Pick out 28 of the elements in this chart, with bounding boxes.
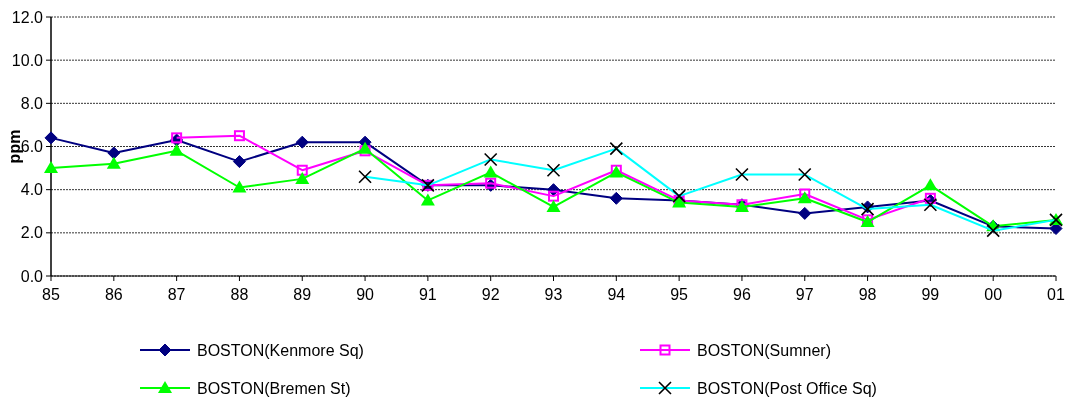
x-tick-label: 86 (104, 286, 123, 303)
x-tick-label: 96 (733, 286, 751, 303)
x-tick-label: 89 (293, 286, 312, 303)
y-tick-label: 4.0 (20, 181, 44, 199)
y-tick-label: 8.0 (20, 94, 44, 112)
legend-label: BOSTON(Kenmore Sq) (197, 341, 364, 359)
x-tick-label: 97 (795, 286, 814, 303)
y-tick-label: 12.0 (11, 8, 44, 26)
legend-label: BOSTON(Sumner) (697, 341, 831, 359)
y-axis-title: ppm (6, 129, 23, 164)
x-tick-label: 01 (1047, 286, 1065, 303)
legend-label: BOSTON(Bremen St) (197, 379, 351, 397)
x-tick-label: 98 (858, 286, 877, 303)
x-tick-label: 87 (167, 286, 186, 303)
legend-label: BOSTON(Post Office Sq) (697, 379, 877, 397)
x-tick-label: 99 (921, 286, 940, 303)
y-tick-label: 2.0 (20, 224, 44, 242)
x-tick-label: 85 (42, 286, 60, 303)
y-tick-label: 10.0 (11, 51, 44, 69)
x-tick-label: 88 (230, 286, 249, 303)
x-tick-label: 94 (607, 286, 626, 303)
x-tick-label: 91 (418, 286, 437, 303)
x-tick-label: 92 (481, 286, 500, 303)
x-tick-label: 00 (984, 286, 1003, 303)
x-tick-label: 90 (356, 286, 375, 303)
x-tick-label: 95 (670, 286, 689, 303)
y-tick-label: 0.0 (20, 267, 44, 285)
x-tick-label: 93 (544, 286, 563, 303)
